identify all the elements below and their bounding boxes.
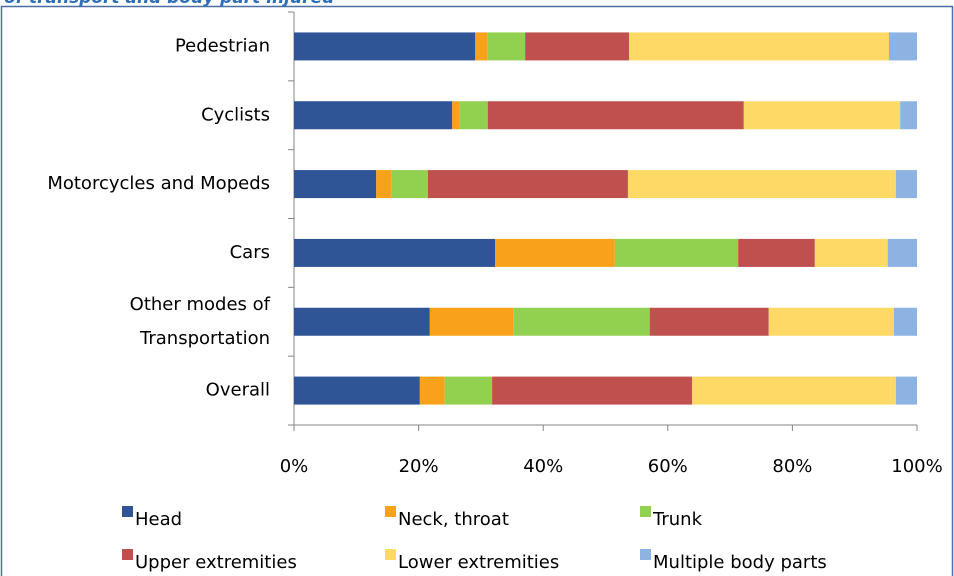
- bar-segment: [895, 376, 917, 405]
- bar-segment: [768, 307, 894, 336]
- bar-segment: [452, 101, 460, 130]
- bar-segment: [429, 307, 514, 336]
- y-tick-label: Cars: [230, 242, 270, 263]
- bar-segment: [427, 170, 628, 199]
- bar-segment: [627, 170, 896, 199]
- bar-segment: [294, 238, 496, 267]
- bar-segment: [629, 32, 889, 61]
- bar-segment: [419, 376, 445, 405]
- legend-swatch: [122, 506, 133, 517]
- legend-swatch: [122, 549, 133, 560]
- bar-segment: [294, 101, 453, 130]
- legend-swatch: [640, 506, 651, 517]
- legend-label: Upper extremities: [135, 552, 297, 573]
- bar-segment: [294, 170, 377, 199]
- legend-label: Multiple body parts: [653, 552, 827, 573]
- bar-segment: [294, 376, 420, 405]
- bar-segment: [887, 238, 917, 267]
- bar-segment: [444, 376, 493, 405]
- y-tick-label: Overall: [206, 380, 270, 401]
- bar-segment: [376, 170, 392, 199]
- x-tick-label: 60%: [648, 456, 688, 477]
- bar-segment: [391, 170, 428, 199]
- bar-segment: [900, 101, 917, 130]
- legend-swatch: [385, 549, 396, 560]
- legend-label: Head: [135, 509, 182, 530]
- bar-segment: [738, 238, 815, 267]
- bar-segment: [475, 32, 488, 61]
- bar-segment: [513, 307, 650, 336]
- legend-label: Trunk: [652, 509, 703, 530]
- x-tick-label: 100%: [891, 456, 942, 477]
- bar-segment: [487, 101, 744, 130]
- y-tick-label: Motorcycles and Mopeds: [47, 173, 270, 194]
- bar-segment: [495, 238, 615, 267]
- chart-title: of transport and body part injured: [4, 0, 335, 8]
- bar-segment: [743, 101, 901, 130]
- legend-swatch: [385, 506, 396, 517]
- x-tick-label: 20%: [399, 456, 439, 477]
- legend-swatch: [640, 549, 651, 560]
- x-tick-label: 40%: [523, 456, 563, 477]
- y-tick-label: Other modes of Transportation: [130, 294, 271, 349]
- chart-frame: [0, 5, 954, 576]
- y-tick-label: Pedestrian: [175, 35, 270, 56]
- bar-segment: [525, 32, 630, 61]
- y-tick-label: Cyclists: [201, 104, 270, 125]
- bar-segment: [692, 376, 896, 405]
- x-tick-label: 80%: [772, 456, 812, 477]
- bar-segment: [814, 238, 888, 267]
- bar-segment: [487, 32, 526, 61]
- bar-segment: [893, 307, 917, 336]
- bar-segment: [294, 32, 476, 61]
- legend-label: Lower extremities: [398, 552, 559, 573]
- legend-label: Neck, throat: [398, 509, 509, 530]
- x-tick-label: 0%: [280, 456, 309, 477]
- bar-segment: [294, 307, 430, 336]
- bar-segment: [649, 307, 769, 336]
- bar-segment: [888, 32, 917, 61]
- bar-segment: [895, 170, 917, 199]
- bar-segment: [614, 238, 739, 267]
- bar-segment: [492, 376, 693, 405]
- bar-segment: [459, 101, 488, 130]
